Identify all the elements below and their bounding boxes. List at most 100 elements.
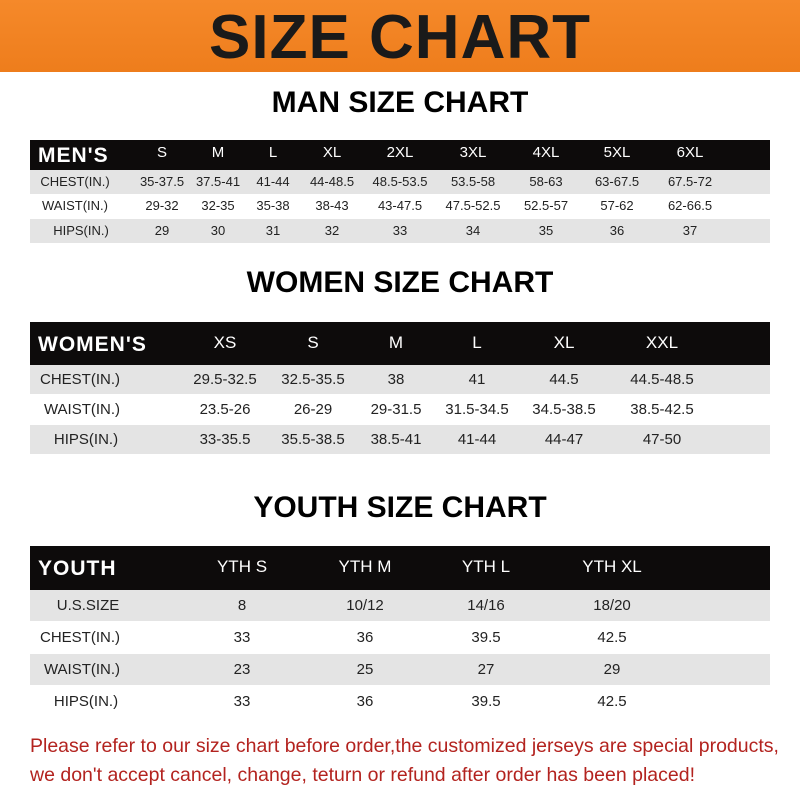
table-row: CHEST(IN.) 33 36 39.5 42.5 bbox=[30, 622, 770, 653]
measurement-cell: 29-31.5 bbox=[370, 400, 422, 418]
measurement-cell: 33 bbox=[233, 628, 251, 646]
men-header-label: MEN'S bbox=[38, 144, 109, 167]
measurement-cell: 44-47 bbox=[544, 430, 584, 448]
measurement-cell: 32-35 bbox=[201, 198, 235, 214]
size-header: 5XL bbox=[603, 144, 631, 161]
measurement-cell: 67.5-72 bbox=[667, 173, 713, 189]
measurement-cell: 58-63 bbox=[529, 173, 563, 189]
youth-header-label: YOUTH bbox=[38, 557, 117, 580]
row-label: WAIST(IN.) bbox=[43, 400, 121, 418]
row-label: HIPS(IN.) bbox=[53, 692, 119, 710]
table-row: HIPS(IN.) 29 30 31 32 33 34 35 36 37 bbox=[30, 219, 770, 243]
table-row: CHEST(IN.) 29.5-32.5 32.5-35.5 38 41 44.5 44.5… bbox=[30, 365, 770, 394]
measurement-cell: 35.5-38.5 bbox=[281, 430, 345, 448]
row-label: CHEST(IN.) bbox=[40, 370, 120, 388]
size-header: XL bbox=[553, 332, 575, 352]
measurement-cell: 42.5 bbox=[597, 692, 627, 710]
measurement-cell: 32.5-35.5 bbox=[281, 370, 345, 388]
size-header: XL bbox=[322, 144, 342, 161]
row-label: U.S.SIZE bbox=[56, 596, 120, 614]
measurement-cell: 38.5-41 bbox=[370, 430, 422, 448]
notice-line-2: we don't accept cancel, change, teturn o… bbox=[30, 764, 695, 786]
measurement-cell: 30 bbox=[210, 222, 226, 238]
measurement-cell: 52.5-57 bbox=[523, 198, 569, 214]
measurement-cell: 48.5-53.5 bbox=[372, 173, 428, 189]
measurement-cell: 44-48.5 bbox=[309, 173, 355, 189]
size-header: XXL bbox=[645, 332, 679, 352]
measurement-cell: 33 bbox=[233, 692, 251, 710]
size-header: M bbox=[388, 332, 404, 352]
measurement-cell: 31 bbox=[265, 222, 281, 238]
table-row: HIPS(IN.) 33 36 39.5 42.5 bbox=[30, 686, 770, 717]
women-header-label: WOMEN'S bbox=[38, 332, 147, 356]
size-header: YTH XL bbox=[582, 557, 642, 576]
banner-title: SIZE CHART bbox=[209, 3, 591, 72]
size-header: YTH M bbox=[338, 557, 392, 576]
size-header: 2XL bbox=[386, 144, 414, 161]
notice-line-1: Please refer to our size chart before or… bbox=[30, 735, 779, 757]
women-section-title: WOMEN SIZE CHART bbox=[246, 266, 554, 299]
row-label: CHEST(IN.) bbox=[40, 628, 120, 646]
measurement-cell: 47.5-52.5 bbox=[445, 198, 501, 214]
table-row: U.S.SIZE 8 10/12 14/16 18/20 bbox=[30, 590, 770, 621]
size-header: YTH L bbox=[461, 557, 511, 576]
size-header: S bbox=[307, 332, 319, 352]
size-header: XS bbox=[213, 332, 237, 352]
measurement-cell: 44.5 bbox=[549, 370, 579, 388]
measurement-cell: 38.5-42.5 bbox=[630, 400, 694, 418]
table-row: WAIST(IN.) 29-32 32-35 35-38 38-43 43-47.5 47.… bbox=[30, 194, 770, 218]
measurement-cell: 27 bbox=[477, 660, 495, 678]
row-label: WAIST(IN.) bbox=[43, 660, 121, 678]
measurement-cell: 26-29 bbox=[293, 400, 333, 418]
measurement-cell: 23 bbox=[233, 660, 251, 678]
measurement-cell: 35 bbox=[538, 222, 554, 238]
measurement-cell: 31.5-34.5 bbox=[445, 400, 509, 418]
measurement-cell: 41-44 bbox=[457, 430, 497, 448]
measurement-cell: 29 bbox=[154, 222, 170, 238]
banner: SIZE CHART bbox=[0, 0, 800, 72]
measurement-cell: 34 bbox=[465, 222, 481, 238]
size-header: 3XL bbox=[459, 144, 487, 161]
row-label: WAIST(IN.) bbox=[42, 198, 108, 214]
measurement-cell: 35-37.5 bbox=[139, 173, 185, 189]
measurement-cell: 62-66.5 bbox=[667, 198, 713, 214]
size-header: 4XL bbox=[532, 144, 560, 161]
measurement-cell: 53.5-58 bbox=[450, 173, 496, 189]
measurement-cell: 36 bbox=[356, 692, 374, 710]
measurement-cell: 36 bbox=[609, 222, 625, 238]
youth-header-row: YOUTH YTH S YTH M YTH L YTH XL bbox=[30, 546, 770, 590]
size-header: S bbox=[156, 144, 168, 161]
table-row: HIPS(IN.) 33-35.5 35.5-38.5 38.5-41 41-44 44-… bbox=[30, 425, 770, 454]
measurement-cell: 23.5-26 bbox=[199, 400, 251, 418]
measurement-cell: 14/16 bbox=[467, 596, 505, 614]
measurement-cell: 39.5 bbox=[471, 692, 501, 710]
measurement-cell: 29.5-32.5 bbox=[193, 370, 257, 388]
measurement-cell: 39.5 bbox=[471, 628, 501, 646]
measurement-cell: 32 bbox=[324, 222, 340, 238]
measurement-cell: 44.5-48.5 bbox=[630, 370, 694, 388]
measurement-cell: 29-32 bbox=[145, 198, 179, 214]
measurement-cell: 42.5 bbox=[597, 628, 627, 646]
size-header: 6XL bbox=[676, 144, 704, 161]
table-row: CHEST(IN.) 35-37.5 37.5-41 41-44 44-48.5 48.5… bbox=[30, 170, 770, 194]
row-label: HIPS(IN.) bbox=[53, 430, 119, 448]
measurement-cell: 57-62 bbox=[600, 198, 634, 214]
measurement-cell: 33-35.5 bbox=[199, 430, 251, 448]
measurement-cell: 10/12 bbox=[346, 596, 384, 614]
measurement-cell: 29 bbox=[603, 660, 621, 678]
size-header: M bbox=[211, 144, 225, 161]
row-label: HIPS(IN.) bbox=[53, 222, 109, 238]
table-row: WAIST(IN.) 23 25 27 29 bbox=[30, 654, 770, 685]
measurement-cell: 41-44 bbox=[256, 173, 290, 189]
measurement-cell: 47-50 bbox=[642, 430, 682, 448]
measurement-cell: 41 bbox=[468, 370, 486, 388]
size-header: L bbox=[268, 144, 278, 161]
table-row: WAIST(IN.) 23.5-26 26-29 29-31.5 31.5-34.5 34… bbox=[30, 395, 770, 424]
men-section-title: MAN SIZE CHART bbox=[271, 86, 529, 119]
measurement-cell: 36 bbox=[356, 628, 374, 646]
measurement-cell: 38 bbox=[387, 370, 405, 388]
measurement-cell: 33 bbox=[392, 222, 408, 238]
measurement-cell: 25 bbox=[356, 660, 374, 678]
size-header: L bbox=[472, 332, 482, 352]
measurement-cell: 37 bbox=[682, 222, 698, 238]
